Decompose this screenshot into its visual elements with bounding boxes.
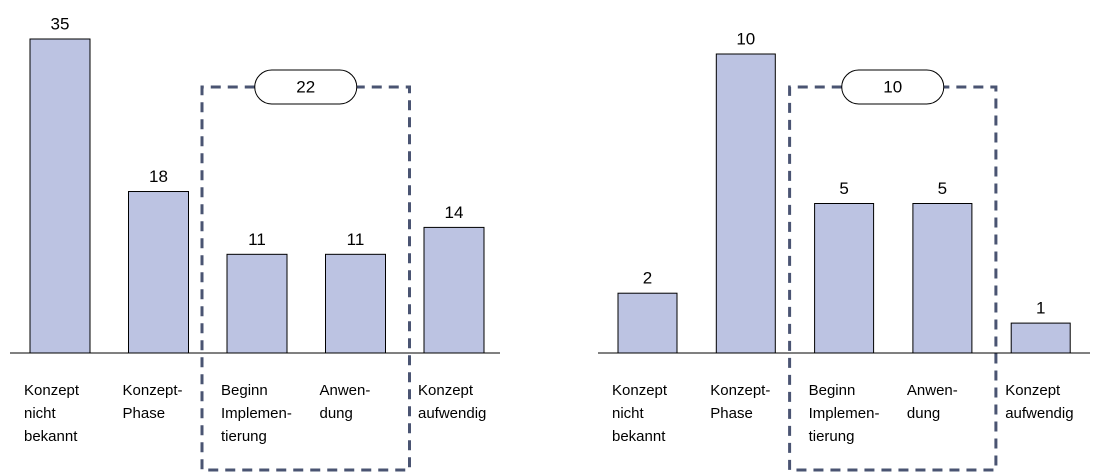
category-label: Konzept bbox=[1005, 382, 1061, 399]
highlight-box bbox=[200, 85, 411, 472]
bar bbox=[617, 292, 678, 354]
category-label: Phase bbox=[123, 405, 166, 422]
bar bbox=[128, 191, 189, 354]
bar bbox=[423, 226, 485, 354]
bar bbox=[912, 203, 973, 354]
category-label: dung bbox=[907, 405, 940, 422]
value-label: 11 bbox=[248, 230, 266, 249]
total-pill bbox=[841, 69, 945, 105]
category-label: Konzept bbox=[418, 382, 474, 399]
value-label: 5 bbox=[839, 179, 848, 198]
category-label: bekannt bbox=[24, 428, 78, 445]
bar-chart: 2 Konzept nicht bekannt 10 Konzept- Phase 5 Begi… bbox=[598, 29, 1090, 472]
bar-chart: 35 Konzept nicht bekannt 18 Konzept- Phase 11 Be… bbox=[10, 14, 500, 472]
category-label: Konzept- bbox=[123, 382, 183, 399]
value-label: 1 bbox=[1036, 299, 1045, 318]
category-label: tierung bbox=[221, 428, 267, 445]
value-label: 18 bbox=[149, 167, 168, 186]
category-label: bekannt bbox=[612, 428, 666, 445]
group-total: 22 bbox=[296, 77, 315, 96]
category-label: Konzept bbox=[24, 382, 80, 399]
group-total: 10 bbox=[883, 77, 902, 96]
category-label: Konzept bbox=[612, 382, 668, 399]
category-label: nicht bbox=[612, 405, 645, 422]
total-pill bbox=[254, 69, 358, 105]
bar bbox=[29, 38, 91, 354]
category-label: Implemen- bbox=[221, 405, 292, 422]
category-label: aufwendig bbox=[418, 405, 486, 422]
category-label: Anwen- bbox=[320, 382, 371, 399]
value-label: 35 bbox=[51, 14, 70, 33]
category-label: Anwen- bbox=[907, 382, 958, 399]
category-label: dung bbox=[320, 405, 353, 422]
bar bbox=[814, 203, 875, 354]
bar bbox=[226, 253, 288, 354]
category-label: Beginn bbox=[809, 382, 856, 399]
category-label: tierung bbox=[809, 428, 855, 445]
category-label: nicht bbox=[24, 405, 57, 422]
value-label: 14 bbox=[445, 203, 464, 222]
value-label: 5 bbox=[938, 179, 947, 198]
category-label: Konzept- bbox=[710, 382, 770, 399]
value-label: 2 bbox=[643, 269, 652, 288]
bar bbox=[325, 253, 386, 354]
category-label: aufwendig bbox=[1005, 405, 1073, 422]
value-label: 11 bbox=[347, 230, 365, 249]
bar bbox=[715, 53, 776, 354]
category-label: Beginn bbox=[221, 382, 268, 399]
highlight-box bbox=[788, 85, 998, 472]
category-label: Implemen- bbox=[809, 405, 880, 422]
category-label: Phase bbox=[710, 405, 753, 422]
value-label: 10 bbox=[736, 29, 755, 48]
bar bbox=[1010, 322, 1071, 354]
